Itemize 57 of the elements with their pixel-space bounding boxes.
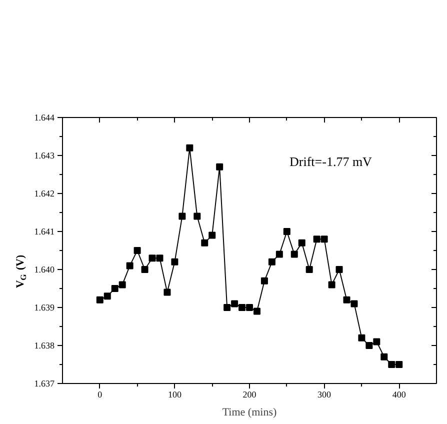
point	[253, 308, 260, 315]
point	[373, 338, 380, 346]
point	[186, 144, 194, 152]
point	[178, 212, 186, 220]
y-tick-label: 1.639	[34, 302, 55, 312]
point	[104, 292, 111, 300]
y-tick-label: 1.637	[34, 378, 55, 388]
point	[134, 247, 141, 254]
point	[171, 258, 178, 266]
point	[396, 361, 403, 368]
point	[358, 334, 366, 342]
point	[260, 277, 268, 284]
point	[201, 239, 208, 246]
point	[118, 281, 126, 288]
point	[224, 304, 231, 311]
point	[194, 212, 201, 220]
y-tick-label: 1.640	[34, 264, 55, 274]
point	[208, 232, 216, 239]
y-tick-label: 1.638	[34, 340, 55, 350]
y-tick-label: 1.642	[34, 188, 54, 198]
y-tick-label: 1.641	[34, 226, 54, 236]
point	[336, 266, 343, 273]
point	[290, 250, 298, 258]
point	[283, 228, 290, 235]
point	[350, 300, 358, 308]
point	[216, 163, 224, 170]
x-tick-label: 300	[318, 390, 332, 400]
x-tick-label: 0	[98, 390, 103, 400]
annotation: Drift=-1.77 mV	[290, 154, 373, 169]
x-tick-label: 400	[392, 390, 406, 400]
point	[306, 266, 313, 273]
point	[96, 296, 104, 304]
point	[343, 296, 350, 304]
point	[246, 304, 253, 311]
point	[238, 304, 246, 311]
point	[268, 258, 276, 266]
x-tick-label: 100	[168, 390, 182, 400]
point	[328, 281, 336, 288]
y-axis-title: VG (V)	[14, 254, 28, 288]
point	[380, 353, 388, 360]
point	[126, 262, 134, 270]
point	[231, 300, 238, 308]
point	[111, 285, 118, 292]
x-tick-label: 200	[242, 390, 257, 400]
point	[141, 266, 148, 273]
point	[320, 236, 328, 243]
point	[164, 288, 171, 296]
y-tick-label: 1.643	[34, 150, 55, 160]
y-tick-label: 1.644	[34, 112, 55, 122]
point	[276, 250, 283, 258]
point	[156, 254, 164, 262]
x-axis-title: Time (mins)	[222, 406, 277, 418]
point	[298, 239, 306, 246]
point	[313, 236, 320, 243]
point	[148, 254, 156, 262]
point	[366, 342, 373, 349]
point	[388, 361, 396, 368]
